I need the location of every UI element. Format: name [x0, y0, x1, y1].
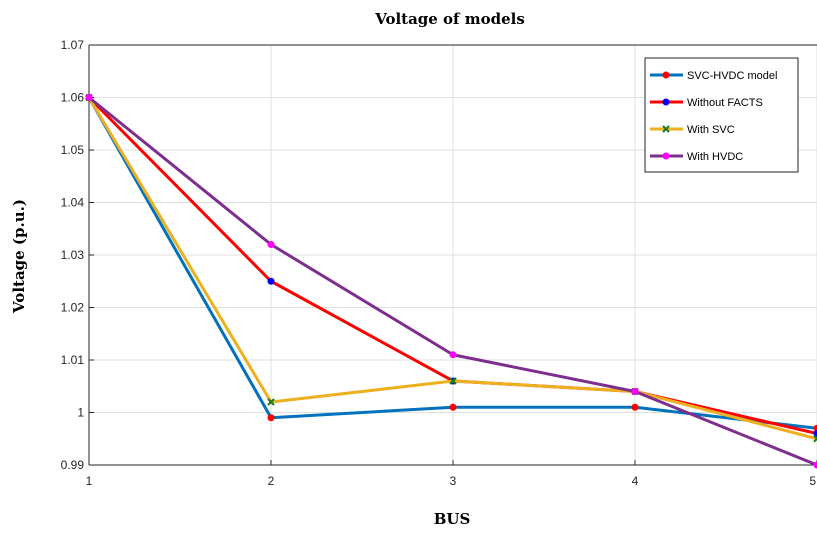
- y-tick-label: 1: [77, 406, 84, 420]
- data-point: [449, 351, 457, 359]
- x-tick-label: 4: [632, 474, 639, 488]
- x-tick-label: 5: [809, 474, 816, 488]
- data-point: [267, 241, 275, 248]
- legend-label: SVC-HVDC model: [687, 70, 777, 82]
- legend-marker: [662, 152, 670, 160]
- y-axis-label: Voltage (p.u.): [10, 199, 28, 314]
- x-tick-label: 1: [86, 474, 93, 488]
- legend-box: [644, 57, 799, 173]
- data-point: [449, 403, 457, 411]
- data-point: [631, 388, 639, 395]
- chart-title: Voltage of models: [374, 10, 525, 28]
- legend: SVC-HVDC model Without FACTS With SVC With …: [644, 57, 799, 173]
- legend-label: Without FACTS: [687, 97, 763, 109]
- legend-entry: Without FACTS: [650, 97, 763, 109]
- y-tick-label: 1.02: [61, 301, 85, 315]
- legend-marker: [662, 125, 670, 133]
- axes: [88, 44, 817, 466]
- data-point: [267, 277, 275, 285]
- y-tick-label: 1.05: [61, 143, 85, 157]
- y-tick-label: 1.03: [61, 248, 85, 262]
- data-point: [813, 461, 817, 469]
- data-point: [267, 398, 275, 406]
- data-point: [631, 403, 639, 411]
- legend-entry: SVC-HVDC model: [650, 70, 777, 82]
- legend-marker: [662, 98, 670, 106]
- legend-marker: [662, 71, 670, 79]
- data-point: [813, 430, 817, 437]
- legend-label: With SVC: [687, 124, 735, 136]
- data-point: [813, 435, 817, 443]
- legend-entry: With SVC: [650, 124, 735, 136]
- legend-entry: With HVDC: [650, 151, 743, 163]
- legend-label: With HVDC: [687, 151, 743, 163]
- series-3: [85, 94, 817, 469]
- y-tick-label: 1.06: [61, 91, 85, 105]
- data-point: [813, 424, 817, 432]
- y-tick-label: 1.07: [61, 38, 85, 52]
- series-lines: [85, 93, 817, 469]
- data-point: [85, 94, 93, 101]
- data-point: [267, 414, 275, 422]
- y-tick-label: 0.99: [61, 458, 85, 472]
- x-axis-label: BUS: [434, 510, 471, 528]
- x-tick-label: 3: [450, 474, 457, 488]
- x-tick-label: 2: [268, 474, 275, 488]
- data-point: [449, 377, 457, 385]
- y-tick-label: 1.04: [61, 196, 85, 210]
- y-tick-label: 1.01: [61, 353, 85, 367]
